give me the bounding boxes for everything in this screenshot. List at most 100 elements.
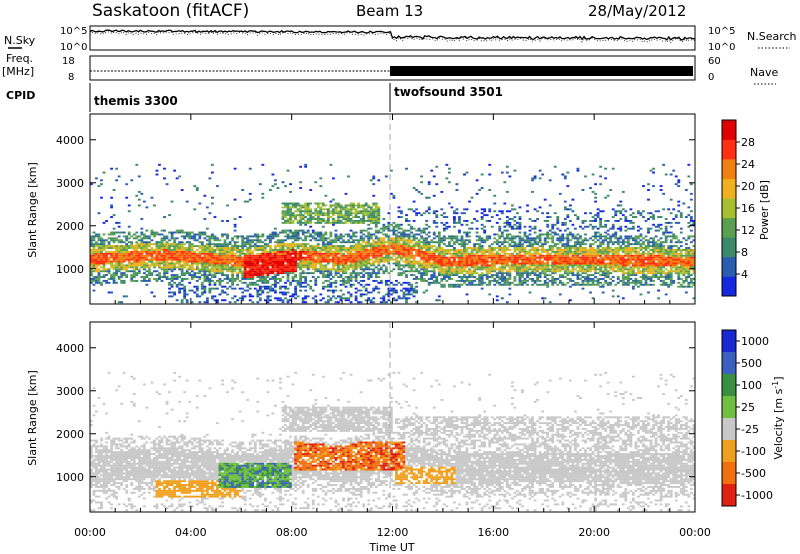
power-cell <box>236 277 240 280</box>
power-cell <box>367 212 371 215</box>
power-cell <box>437 247 441 249</box>
power-cell <box>268 295 272 298</box>
power-cell <box>158 163 161 166</box>
power-cell <box>150 243 154 246</box>
power-cell <box>241 241 245 244</box>
power-cell <box>357 254 361 257</box>
power-cell <box>465 247 469 249</box>
power-cell <box>455 268 459 271</box>
power-cell <box>473 258 476 261</box>
power-cell <box>422 262 426 265</box>
power-cell <box>468 235 471 238</box>
power-cell <box>372 221 376 224</box>
power-cell <box>97 260 101 263</box>
power-cell <box>256 272 260 275</box>
power-cell <box>100 266 103 269</box>
power-cell <box>147 272 151 275</box>
power-cell <box>447 241 451 244</box>
power-cell <box>321 225 325 228</box>
power-cell <box>198 276 202 278</box>
power-cell <box>533 272 537 275</box>
power-cell <box>463 268 466 271</box>
power-cell <box>274 245 277 248</box>
power-cell <box>107 247 111 249</box>
power-cell <box>173 252 177 255</box>
power-cell <box>263 245 267 248</box>
power-cell <box>384 233 388 236</box>
power-cell <box>306 247 310 249</box>
power-cell <box>440 264 444 267</box>
power-cell <box>445 227 449 230</box>
power-cell <box>135 237 139 240</box>
power-cell <box>538 264 542 267</box>
power-cell <box>384 260 388 263</box>
power-cell <box>531 272 534 275</box>
power-cell <box>112 266 116 269</box>
power-cell <box>90 241 93 244</box>
power-cell <box>417 243 421 246</box>
power-cell <box>369 258 373 261</box>
power-cell <box>299 260 303 263</box>
power-cell <box>274 289 277 292</box>
power-cell <box>132 272 136 275</box>
power-cell <box>339 276 343 278</box>
power-cell <box>422 274 426 277</box>
power-cell <box>500 212 504 215</box>
power-cell <box>500 231 504 234</box>
power-cell <box>556 270 560 273</box>
power-cell <box>95 250 98 253</box>
power-cell <box>458 250 461 253</box>
power-cell <box>173 256 177 259</box>
power-cell <box>185 231 189 234</box>
power-cell <box>553 279 557 282</box>
power-cell <box>130 250 134 253</box>
power-cell <box>105 256 108 259</box>
power-cell <box>533 175 537 178</box>
power-cell <box>276 252 280 255</box>
power-cell <box>95 243 98 246</box>
power-cell <box>309 245 313 248</box>
power-cell <box>460 241 464 244</box>
power-cell <box>319 177 323 180</box>
power-cell <box>135 266 139 269</box>
power-cell <box>100 248 103 251</box>
power-cell <box>384 293 388 296</box>
power-cell <box>190 270 194 273</box>
power-cell <box>142 279 146 282</box>
power-cell <box>132 264 136 267</box>
power-cell <box>354 208 358 211</box>
power-cell <box>397 297 401 300</box>
power-cell <box>213 299 217 302</box>
power-cell <box>384 256 388 259</box>
power-cell <box>513 245 517 248</box>
power-cell <box>271 262 275 265</box>
power-cell <box>110 264 113 267</box>
power-cell <box>395 250 398 253</box>
power-cell <box>513 270 517 273</box>
power-cell <box>102 264 106 267</box>
power-cell <box>281 285 285 288</box>
power-cell <box>175 266 179 269</box>
power-cell <box>508 245 512 248</box>
power-cell <box>349 206 353 209</box>
power-cell <box>306 295 310 298</box>
power-cell <box>208 256 212 259</box>
power-cell <box>513 258 517 261</box>
power-cell <box>90 258 93 261</box>
power-cell <box>392 229 396 232</box>
power-cell <box>407 233 411 236</box>
power-cell <box>447 262 451 265</box>
power-cell <box>400 272 403 275</box>
power-cell <box>455 235 459 238</box>
power-cell <box>127 231 131 234</box>
power-cell <box>231 283 234 286</box>
power-cell <box>173 268 177 271</box>
power-cell <box>208 252 212 255</box>
power-cell <box>173 250 177 253</box>
power-cell <box>160 243 164 246</box>
power-cell <box>180 243 184 246</box>
power-cell <box>208 281 212 284</box>
power-cell <box>175 250 179 253</box>
power-cell <box>440 277 444 280</box>
power-cell <box>316 206 320 209</box>
